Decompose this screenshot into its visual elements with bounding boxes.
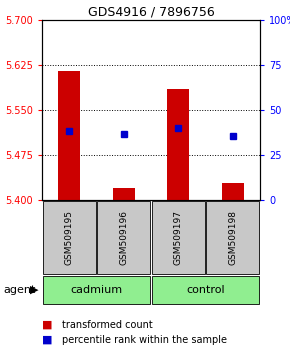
Bar (222, 183, 244, 200)
Bar (113, 188, 135, 200)
Text: transformed count: transformed count (62, 320, 153, 330)
Text: control: control (186, 285, 225, 295)
Text: GSM509196: GSM509196 (119, 210, 128, 265)
Bar (206, 201, 260, 274)
Text: ■: ■ (42, 335, 52, 345)
Text: GSM509198: GSM509198 (228, 210, 237, 265)
Text: ▶: ▶ (30, 285, 39, 295)
Bar (152, 201, 205, 274)
Title: GDS4916 / 7896756: GDS4916 / 7896756 (88, 6, 214, 19)
Text: ■: ■ (42, 320, 52, 330)
Bar (97, 201, 151, 274)
Text: GSM509197: GSM509197 (174, 210, 183, 265)
Text: agent: agent (3, 285, 35, 295)
Text: percentile rank within the sample: percentile rank within the sample (62, 335, 227, 345)
Text: cadmium: cadmium (70, 285, 123, 295)
Bar (58, 71, 80, 200)
Text: GSM509195: GSM509195 (65, 210, 74, 265)
Bar (152, 276, 259, 304)
Bar (43, 276, 150, 304)
Bar (167, 89, 189, 200)
Bar (43, 201, 96, 274)
